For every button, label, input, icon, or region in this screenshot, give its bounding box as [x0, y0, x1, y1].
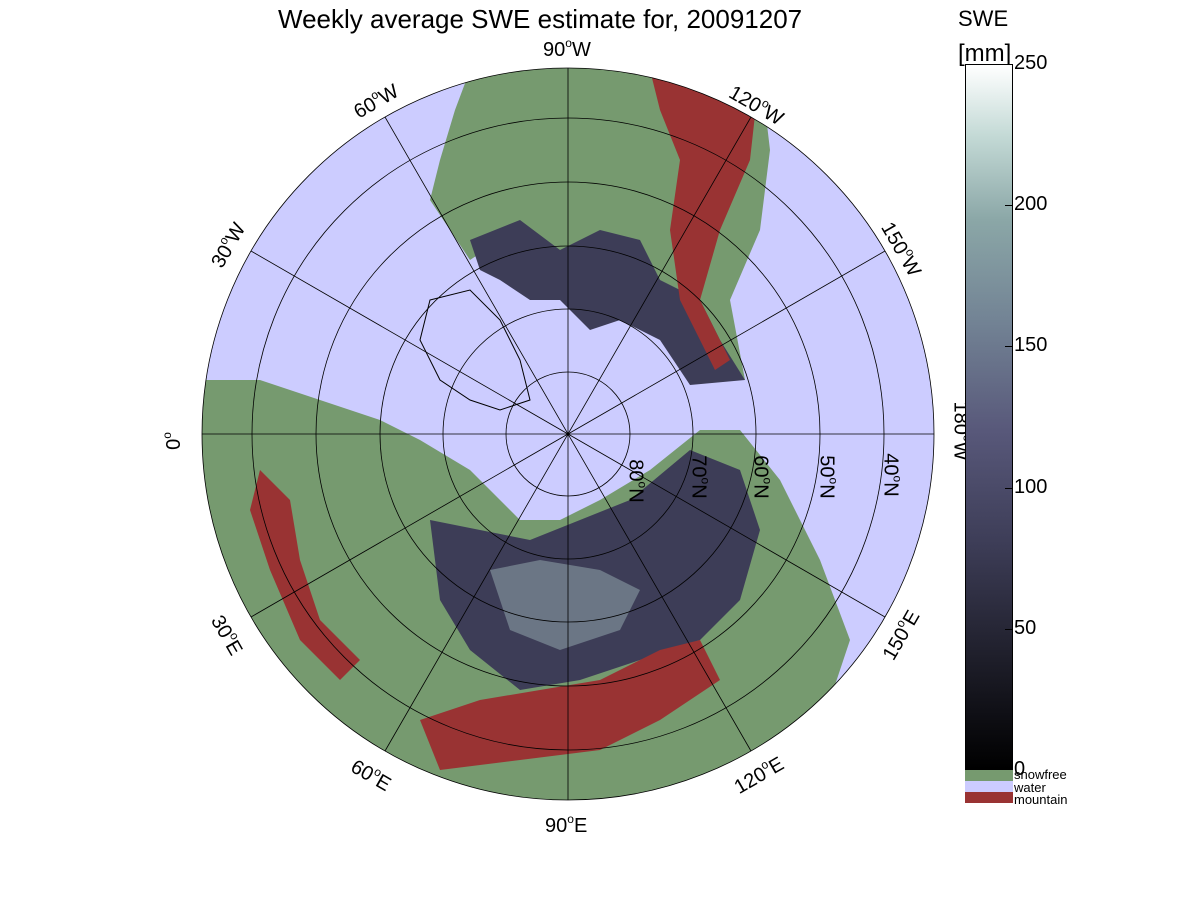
lon-label-90e: 90oE: [545, 812, 588, 837]
colorbar-tick-mark: [1005, 205, 1013, 207]
lat-label-60n: 60oN: [749, 455, 775, 499]
lat-label-50n: 50oN: [815, 455, 841, 499]
colorbar-tick-label: 200: [1014, 193, 1048, 216]
european-mountains: [250, 470, 360, 680]
category-swatch-snowfree: [965, 770, 1013, 781]
colorbar-tick-mark: [1005, 64, 1013, 65]
category-swatch-water: [965, 781, 1013, 792]
colorbar-tick-label: 50: [1014, 616, 1037, 639]
colorbar-tick-mark: [1005, 628, 1013, 630]
colorbar-tick-label: 0: [1014, 758, 1026, 780]
rocky-mountains: [650, 70, 760, 370]
polar-map: [201, 67, 935, 801]
colorbar-title: SWE: [958, 6, 1009, 31]
category-label-water: water: [1014, 780, 1046, 795]
north-america-snow: [470, 220, 745, 385]
map-title: Weekly average SWE estimate for, 2009120…: [278, 4, 803, 34]
lon-label-0: 0o: [159, 432, 185, 450]
colorbar-unit: [mm]: [958, 40, 1012, 67]
colorbar-tick-label: 150: [1014, 334, 1048, 357]
colorbar-tick-label: 250: [1014, 52, 1048, 74]
siberia-deep-snow: [490, 560, 640, 650]
lat-label-80n: 80oN: [624, 459, 650, 503]
lon-label-90w: 90oW: [543, 36, 591, 61]
category-label-snowfree: snowfree: [1014, 767, 1067, 782]
category-swatch-mountain: [965, 792, 1013, 803]
asian-mountains: [420, 640, 720, 770]
colorbar-tick-mark: [1005, 346, 1013, 348]
swe-colorbar: [965, 64, 1013, 770]
lat-label-40n: 40oN: [879, 453, 905, 497]
category-label-mountain: mountain: [1014, 792, 1068, 807]
colorbar-tick-mark: [1005, 487, 1013, 489]
colorbar-tick-label: 100: [1014, 475, 1048, 498]
lat-label-70n: 70oN: [687, 455, 713, 499]
